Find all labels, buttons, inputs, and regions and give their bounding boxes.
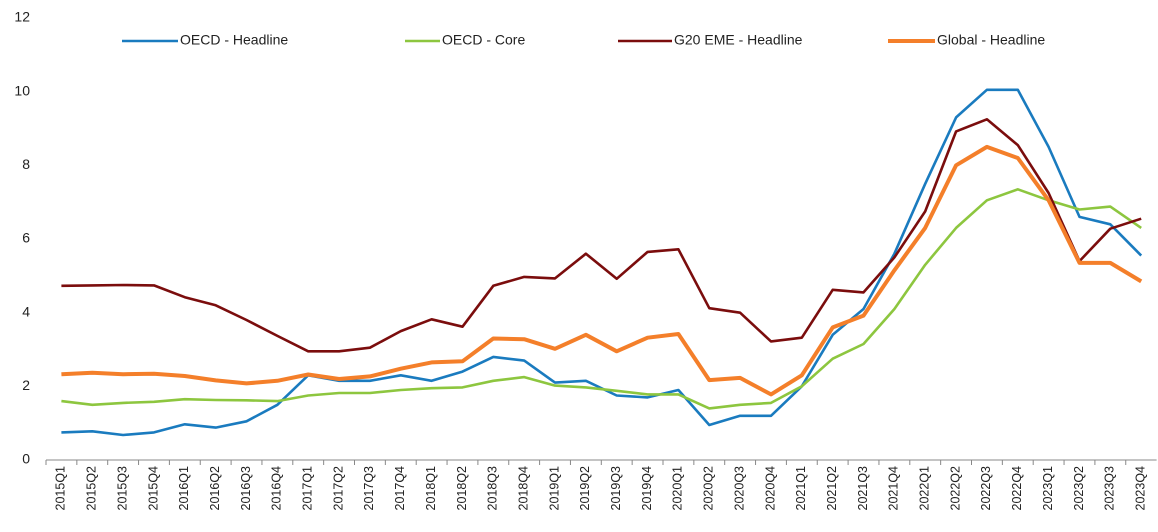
y-tick-label: 8 — [22, 156, 30, 172]
x-tick-label: 2021Q3 — [856, 466, 870, 511]
x-tick-label: 2018Q3 — [486, 466, 500, 511]
legend-label: G20 EME - Headline — [674, 32, 803, 48]
x-tick-label: 2018Q4 — [516, 466, 530, 511]
x-tick-label: 2020Q1 — [671, 466, 685, 511]
x-tick-label: 2019Q3 — [609, 466, 623, 511]
x-tick-label: 2021Q4 — [887, 466, 901, 511]
x-tick-label: 2022Q2 — [948, 466, 962, 511]
x-tick-label: 2018Q2 — [455, 466, 469, 511]
legend-label: Global - Headline — [937, 32, 1045, 48]
x-tick-label: 2016Q1 — [177, 466, 191, 511]
x-tick-label: 2023Q3 — [1103, 466, 1117, 511]
x-tick-label: 2016Q4 — [270, 466, 284, 511]
y-tick-label: 6 — [22, 230, 30, 246]
x-tick-label: 2019Q4 — [640, 466, 654, 511]
x-tick-label: 2017Q2 — [331, 466, 345, 511]
x-tick-label: 2021Q2 — [825, 466, 839, 511]
y-tick-label: 2 — [22, 377, 30, 393]
x-tick-label: 2015Q2 — [85, 466, 99, 511]
legend-label: OECD - Core — [442, 32, 525, 48]
x-tick-label: 2017Q3 — [362, 466, 376, 511]
x-tick-label: 2020Q4 — [763, 466, 777, 511]
y-tick-label: 10 — [14, 82, 30, 98]
x-tick-label: 2019Q2 — [578, 466, 592, 511]
x-tick-label: 2020Q3 — [732, 466, 746, 511]
x-tick-label: 2020Q2 — [702, 466, 716, 511]
x-tick-label: 2022Q3 — [979, 466, 993, 511]
x-tick-label: 2017Q4 — [393, 466, 407, 511]
y-tick-label: 4 — [22, 303, 30, 319]
x-tick-label: 2017Q1 — [301, 466, 315, 511]
x-tick-label: 2016Q2 — [208, 466, 222, 511]
series-line — [61, 118, 1142, 353]
x-tick-label: 2021Q1 — [794, 466, 808, 511]
series-line — [61, 144, 1143, 397]
y-tick-label: 0 — [22, 451, 30, 467]
x-tick-label: 2015Q1 — [54, 466, 68, 511]
x-tick-label: 2015Q3 — [115, 466, 129, 511]
x-tick-label: 2022Q4 — [1010, 466, 1024, 511]
y-tick-label: 12 — [14, 9, 30, 25]
legend-label: OECD - Headline — [180, 32, 288, 48]
series-line — [61, 88, 1143, 437]
series-line — [61, 188, 1142, 410]
x-tick-label: 2022Q1 — [918, 466, 932, 511]
x-tick-label: 2015Q4 — [146, 466, 160, 511]
x-tick-label: 2023Q2 — [1072, 466, 1086, 511]
x-tick-label: 2019Q1 — [547, 466, 561, 511]
x-tick-label: 2023Q1 — [1041, 466, 1055, 511]
x-tick-label: 2016Q3 — [239, 466, 253, 511]
x-tick-label: 2018Q1 — [424, 466, 438, 511]
x-tick-label: 2023Q4 — [1133, 466, 1147, 511]
